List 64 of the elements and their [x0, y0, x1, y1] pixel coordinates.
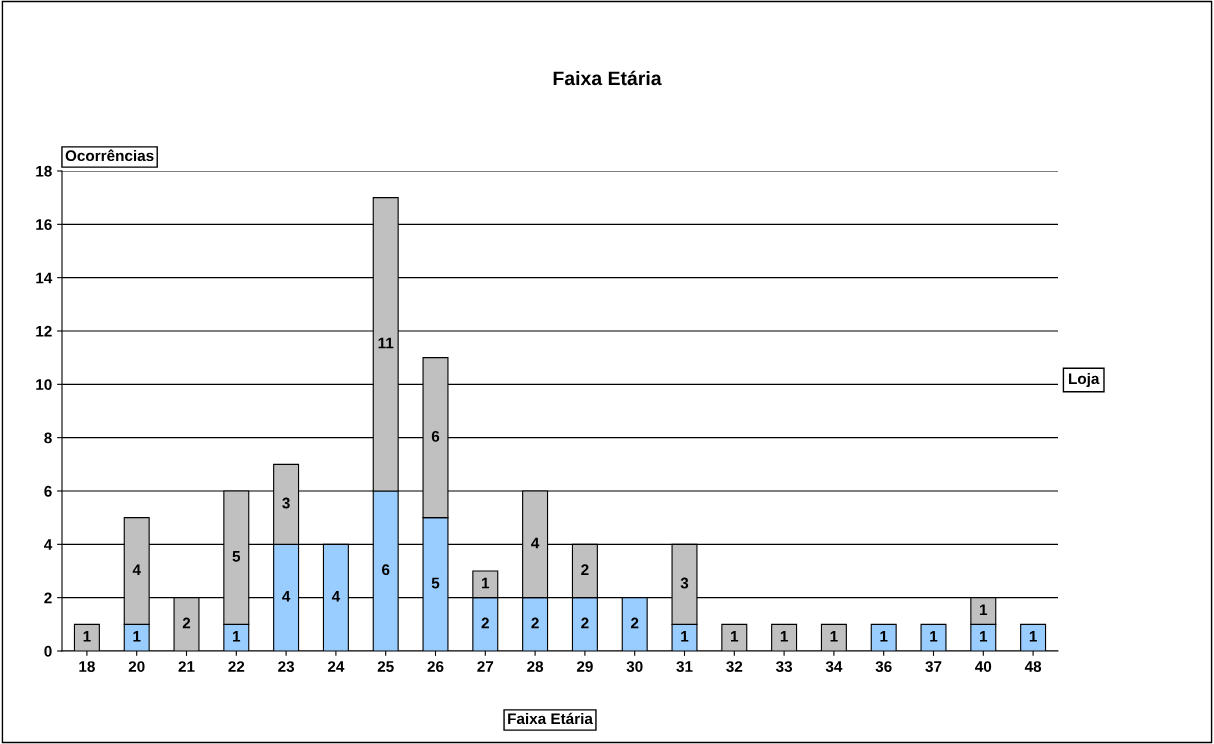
- x-tick-label: 33: [775, 661, 793, 672]
- data-label: 2: [630, 617, 639, 629]
- data-label: 1: [830, 631, 838, 642]
- data-label: 1: [980, 604, 988, 615]
- x-tick-label: 34: [825, 661, 843, 672]
- x-tick-label: 32: [726, 661, 743, 672]
- y-tick-label: 18: [36, 165, 52, 177]
- legend-title: Loja: [1069, 372, 1100, 388]
- x-tick-label: 21: [178, 661, 195, 672]
- data-label: 5: [232, 551, 241, 562]
- x-tick-label: 31: [676, 661, 693, 672]
- data-label: 1: [780, 631, 788, 642]
- x-tick-label: 30: [626, 661, 643, 672]
- data-label: 2: [182, 617, 191, 629]
- data-label: 1: [233, 631, 241, 642]
- x-tick-label: 22: [228, 661, 245, 672]
- data-label: 4: [282, 591, 291, 602]
- chart-title: Faixa Etária: [553, 70, 662, 86]
- data-label: 3: [282, 497, 290, 509]
- data-label: 1: [83, 631, 91, 642]
- x-tick-label: 36: [875, 661, 892, 672]
- y-tick-label: 14: [36, 272, 53, 284]
- data-label: 2: [481, 617, 489, 629]
- x-tick-label: 48: [1024, 661, 1042, 672]
- y-tick-label: 4: [44, 539, 53, 550]
- data-label: 1: [930, 631, 938, 642]
- y-tick-label: 2: [44, 592, 52, 604]
- data-label: 1: [681, 631, 689, 642]
- x-tick-label: 20: [128, 661, 145, 672]
- data-label: 11: [378, 337, 394, 349]
- data-label: 4: [132, 564, 141, 575]
- x-tick-label: 40: [975, 661, 992, 672]
- data-label: 6: [431, 430, 440, 442]
- data-label: 1: [133, 631, 141, 642]
- data-label: 1: [1029, 631, 1037, 642]
- data-label: 3: [680, 577, 689, 589]
- y-tick-label: 10: [36, 379, 52, 391]
- data-label: 1: [880, 631, 888, 642]
- data-label: 4: [531, 537, 540, 549]
- y-tick-label: 12: [36, 325, 52, 337]
- data-label: 5: [431, 577, 440, 589]
- x-tick-label: 25: [377, 661, 394, 672]
- data-label: 4: [331, 591, 341, 602]
- x-tick-label: 28: [527, 661, 544, 672]
- x-tick-label: 27: [477, 661, 494, 672]
- data-label: 1: [482, 577, 490, 589]
- y-tick-label: 0: [44, 645, 52, 657]
- y-tick-label: 8: [44, 432, 52, 444]
- data-label: 1: [731, 631, 739, 642]
- y-tick-label: 16: [36, 219, 52, 231]
- data-label: 1: [980, 631, 988, 642]
- data-label: 2: [581, 617, 589, 629]
- y-tick-label: 6: [44, 485, 52, 497]
- x-tick-label: 37: [925, 661, 942, 672]
- x-tick-label: 24: [327, 661, 345, 672]
- x-tick-label: 18: [79, 661, 95, 672]
- data-label: 2: [531, 617, 539, 629]
- x-tick-label: 23: [278, 661, 295, 672]
- x-tick-label: 26: [427, 661, 444, 672]
- y-axis-title: Ocorrências: [65, 149, 154, 162]
- x-axis-title: Faixa Etária: [508, 712, 593, 725]
- data-label: 2: [581, 564, 589, 575]
- data-label: 6: [382, 564, 390, 576]
- x-tick-label: 29: [576, 661, 593, 672]
